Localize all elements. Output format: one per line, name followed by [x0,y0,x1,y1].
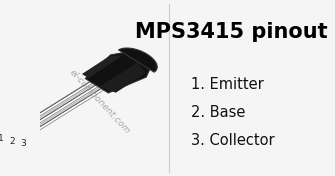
Polygon shape [13,81,92,131]
Text: 1: 1 [0,134,4,143]
Polygon shape [85,53,150,93]
Polygon shape [16,84,94,132]
Polygon shape [82,55,123,78]
Polygon shape [119,48,157,72]
Polygon shape [24,88,102,137]
Polygon shape [22,87,100,136]
Text: 1. Emitter: 1. Emitter [191,77,264,92]
Text: el-component.com: el-component.com [67,68,131,136]
Polygon shape [13,81,91,130]
Polygon shape [18,85,96,134]
Text: 3. Collector: 3. Collector [191,133,275,148]
Text: 2: 2 [9,137,15,146]
Polygon shape [99,63,146,93]
Polygon shape [24,88,104,138]
Text: MPS3415 pinout: MPS3415 pinout [135,22,328,42]
Polygon shape [18,85,98,135]
Text: 2. Base: 2. Base [191,105,246,120]
Text: 3: 3 [20,139,26,147]
